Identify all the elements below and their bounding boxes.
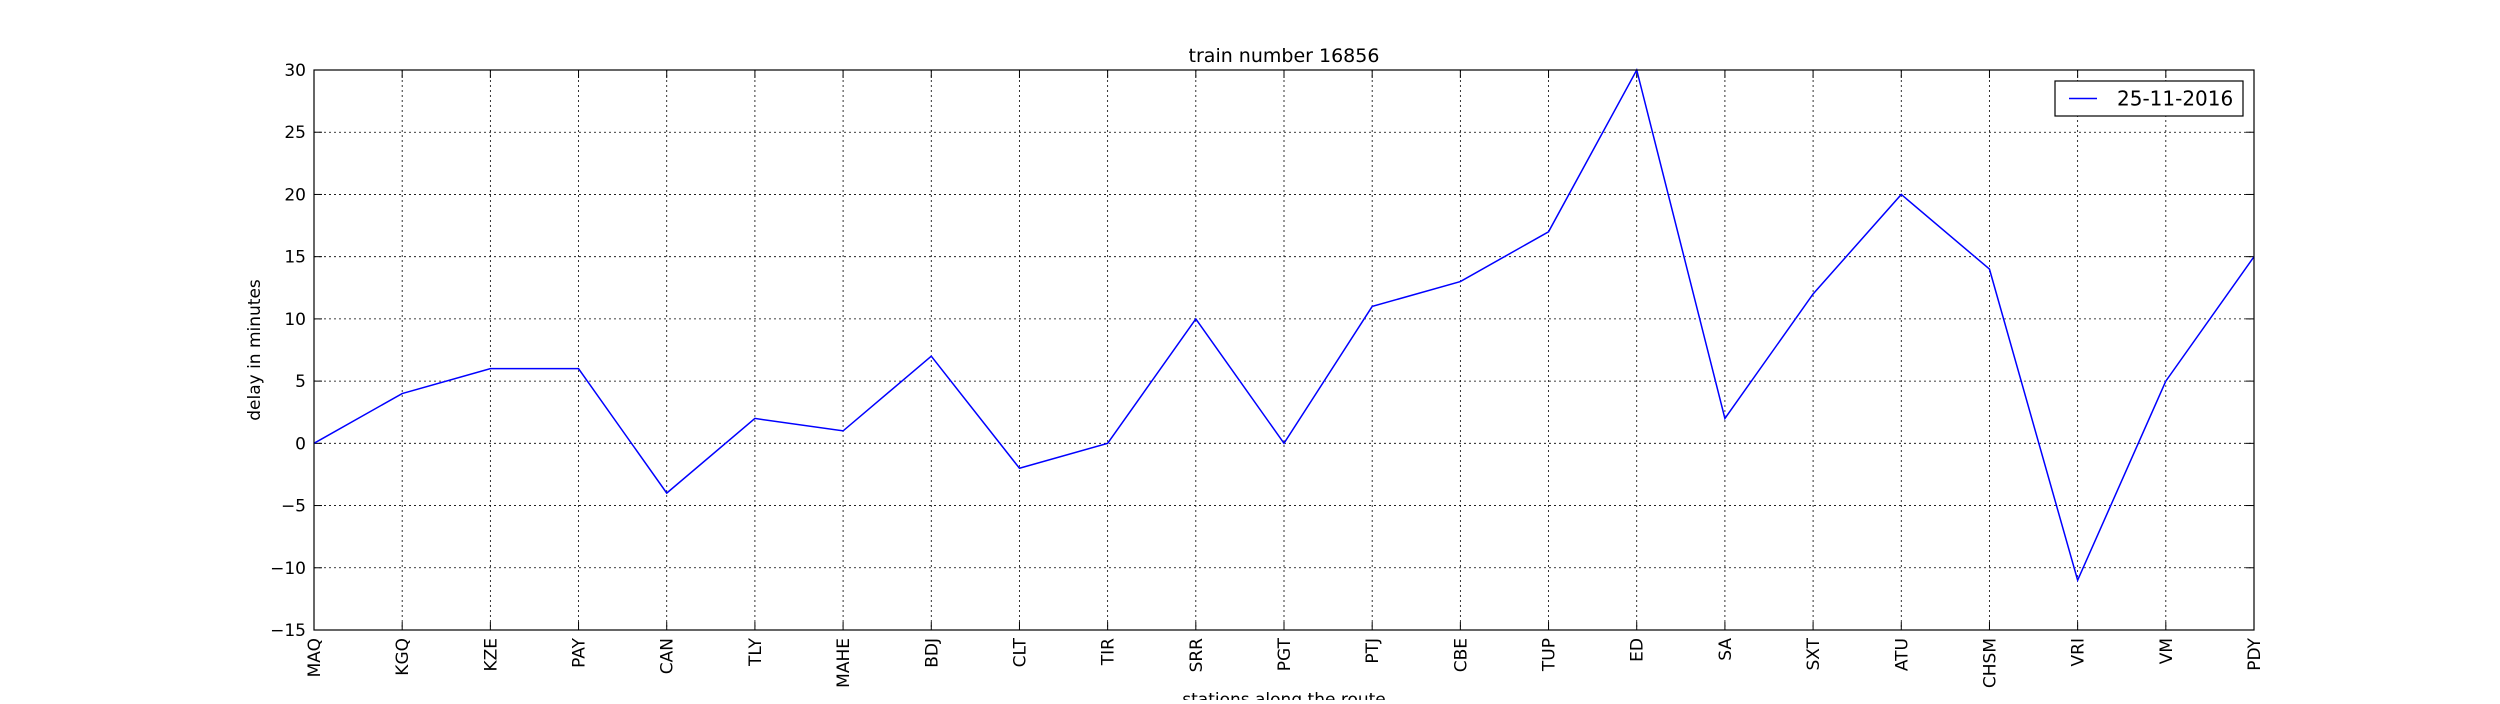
series-layer <box>313 67 2255 583</box>
y-tick-label: 5 <box>295 372 306 392</box>
x-tick-label: TIR <box>1099 638 1119 666</box>
y-tick-label: 0 <box>295 434 306 454</box>
x-tick-label: ED <box>1628 638 1648 662</box>
x-tick-label: SXT <box>1804 637 1824 670</box>
x-tick-label: ATU <box>1892 638 1912 671</box>
plot-frame <box>313 69 2255 631</box>
x-tick-label: KGQ <box>393 638 413 676</box>
legend-label: 25-11-2016 <box>2117 87 2233 111</box>
grid-lines <box>314 70 2254 630</box>
x-tick-label: CHSM <box>1980 638 2000 688</box>
y-tick-label: −5 <box>281 497 306 517</box>
x-tick-label: PTJ <box>1363 638 1383 664</box>
x-tick-label: MAHE <box>834 638 854 688</box>
x-tick-label: SRR <box>1187 638 1207 673</box>
y-tick-label: 20 <box>284 185 306 205</box>
y-tick-label: 10 <box>284 310 306 330</box>
x-tick-label: TLY <box>746 637 766 667</box>
x-tick-label: PGT <box>1275 637 1295 671</box>
y-tick-label: 15 <box>284 248 306 268</box>
x-tick-label: PAY <box>570 637 590 667</box>
x-tick-label: KZE <box>481 638 501 672</box>
x-tick-label: VRI <box>2069 638 2089 666</box>
x-tick-label: BDJ <box>922 638 942 668</box>
x-tick-label: SA <box>1716 638 1736 661</box>
x-tick-label: CBE <box>1451 638 1471 672</box>
x-tick-label: CLT <box>1010 637 1030 667</box>
series-line <box>313 67 2255 583</box>
x-tick-label: VM <box>2157 638 2177 664</box>
x-tick-label: PDY <box>2245 637 2265 670</box>
y-tick-label: −15 <box>270 621 306 641</box>
y-tick-label: −10 <box>270 559 306 579</box>
x-tick-label: CAN <box>658 638 678 674</box>
y-tick-label: 30 <box>284 61 306 81</box>
y-tick-label: 25 <box>284 123 306 143</box>
x-tick-label: MAQ <box>305 638 325 677</box>
axis-ticks: MAQ KGQ KZE PAY CAN TLY MAHE BDJ CLT TIR SRR PGT PTJ… <box>270 61 2265 688</box>
y-axis-label: delay in minutes <box>245 279 265 421</box>
chart-title: train number 16856 <box>1189 45 1380 67</box>
x-axis-label: stations along the route <box>1182 690 1386 700</box>
x-tick-label: TUP <box>1540 638 1560 672</box>
legend: 25-11-2016 <box>2054 80 2244 117</box>
